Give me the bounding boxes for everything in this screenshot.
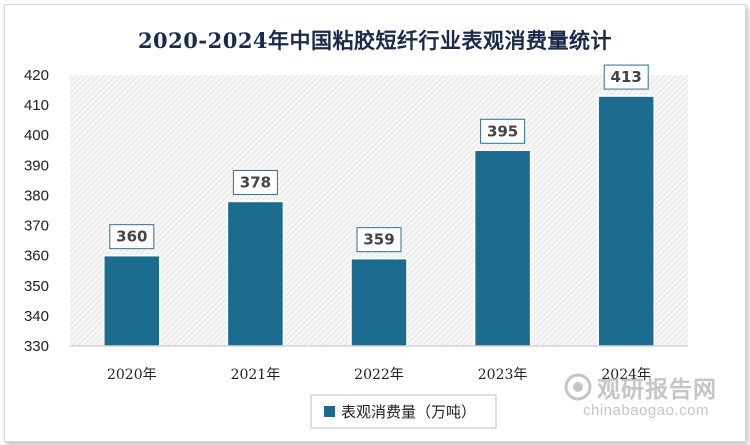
data-label-box [232, 169, 278, 195]
chart-title: 2020-2024年中国粘胶短纤行业表观消费量统计 [137, 28, 613, 53]
y-tick-label: 420 [24, 67, 49, 84]
data-label: 395 [487, 122, 518, 140]
y-tick-label: 370 [24, 218, 49, 235]
x-axis-ticks: 2020年 2021年 2022年 2023年 2024年 [107, 367, 651, 383]
legend: 表观消费量（万吨） [310, 394, 497, 429]
bar-chart: 330 340 350 360 370 380 390 400 410 420 2020年 2021… [24, 64, 688, 429]
x-tick-label: 2020年 [107, 367, 157, 383]
bar-series [103, 95, 655, 347]
data-label: 360 [116, 228, 147, 246]
bar [350, 257, 408, 347]
data-label-box [480, 118, 526, 144]
x-tick-label: 2023年 [478, 367, 528, 383]
y-axis-ticks: 330 340 350 360 370 380 390 400 410 420 [24, 67, 49, 355]
data-label-box [603, 64, 649, 90]
bar [473, 149, 532, 347]
legend-swatch [324, 406, 335, 417]
watermark-cn: 观研报告网 [597, 377, 717, 403]
watermark-logo-icon [564, 373, 592, 401]
data-label: 413 [611, 68, 642, 86]
bar [103, 254, 161, 347]
bar [226, 200, 285, 347]
data-label: 378 [240, 173, 271, 191]
chart-frame: 2020-2024年中国粘胶短纤行业表观消费量统计 330 340 350 360 37… [4, 4, 746, 442]
y-tick-label: 390 [24, 157, 49, 174]
data-label-box [109, 224, 155, 250]
legend-label: 表观消费量（万吨） [341, 403, 476, 421]
watermark-en: chinabaogao.com [583, 402, 709, 419]
bar [597, 95, 655, 347]
legend-box [310, 394, 497, 429]
x-tick-label: 2021年 [231, 367, 281, 383]
y-tick-label: 380 [24, 187, 49, 204]
y-tick-label: 360 [24, 248, 49, 265]
y-tick-label: 410 [24, 97, 49, 114]
y-tick-label: 350 [24, 278, 49, 295]
watermark: 观研报告网 chinabaogao.com [561, 370, 747, 430]
data-label-box [356, 227, 402, 253]
data-labels: 360 378 359 395 413 [109, 64, 649, 253]
x-tick-label: 2024年 [601, 367, 651, 383]
data-label: 359 [363, 231, 394, 249]
y-tick-label: 400 [24, 127, 49, 144]
y-tick-label: 340 [24, 308, 49, 325]
y-tick-label: 330 [24, 338, 49, 355]
x-tick-label: 2022年 [354, 367, 404, 383]
